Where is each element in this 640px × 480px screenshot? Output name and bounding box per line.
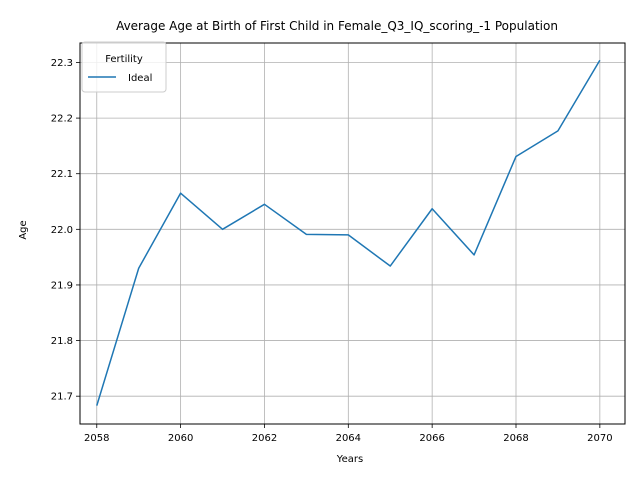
x-tick-label: 2062 bbox=[252, 433, 277, 444]
series-group bbox=[96, 59, 601, 406]
legend-label-ideal: Ideal bbox=[128, 73, 152, 84]
x-tick-label: 2064 bbox=[336, 433, 361, 444]
y-tick-label: 22.0 bbox=[51, 225, 73, 236]
legend-box bbox=[81, 41, 167, 93]
x-tick-label: 2068 bbox=[503, 433, 528, 444]
x-axis-label: Years bbox=[336, 454, 363, 465]
y-tick-label: 22.3 bbox=[51, 58, 73, 69]
series-line-ideal bbox=[96, 59, 601, 406]
y-tick-label: 22.2 bbox=[51, 114, 73, 125]
y-tick-label: 21.9 bbox=[51, 280, 73, 291]
x-tick-label: 2058 bbox=[84, 433, 109, 444]
plot-frame bbox=[79, 42, 626, 425]
legend: Fertility Ideal bbox=[81, 41, 167, 93]
chart-title: Average Age at Birth of First Child in F… bbox=[116, 19, 558, 33]
y-axis-ticks: 21.7 21.8 21.9 22.0 22.1 22.2 22.3 bbox=[51, 58, 80, 403]
x-tick-label: 2066 bbox=[419, 433, 444, 444]
y-tick-label: 21.8 bbox=[51, 336, 73, 347]
grid-lines bbox=[80, 43, 625, 424]
y-tick-label: 22.1 bbox=[51, 169, 73, 180]
y-tick-label: 21.7 bbox=[51, 392, 73, 403]
x-tick-label: 2060 bbox=[168, 433, 193, 444]
x-tick-label: 2070 bbox=[587, 433, 612, 444]
legend-title: Fertility bbox=[105, 54, 143, 65]
x-axis-ticks: 2058 2060 2062 2064 2066 2068 2070 bbox=[84, 424, 613, 444]
y-axis-label: Age bbox=[18, 220, 29, 239]
